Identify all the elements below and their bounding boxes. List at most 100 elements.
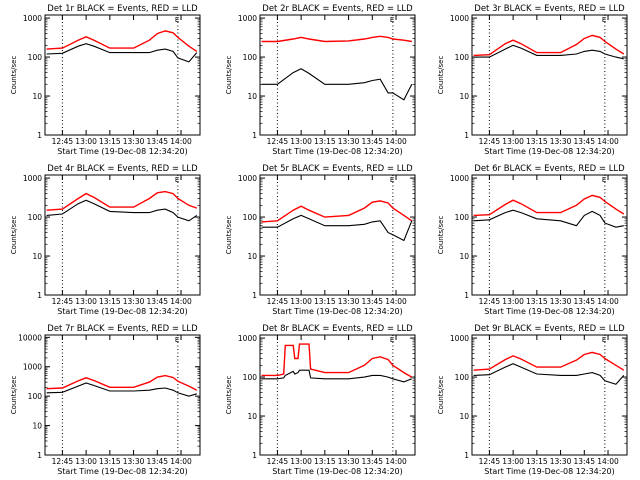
x-tick-label: 13:00 [502,457,524,466]
events-series-line [473,363,625,385]
y-tick-label: 1 [252,131,257,140]
y-tick-label: 10 [32,422,42,431]
events-series-line [46,382,197,397]
y-tick-label: 1000 [23,363,42,372]
x-tick-label: 13:30 [123,297,145,306]
lld-series-line [261,343,413,378]
events-series-line [46,199,198,222]
chart-title: Det 8r BLACK = Events, RED = LLD [262,324,413,334]
x-tick-label: 13:30 [550,137,572,146]
detector-panel: Det 1r BLACK = Events, RED = LLD 1 10 100 10… [10,4,201,156]
events-series-line [473,44,624,60]
y-tick-label: 100 [455,53,470,62]
x-tick-label: 12:45 [479,137,501,146]
events-series-line [46,43,198,63]
x-tick-label: 13:45 [573,297,595,306]
y-tick-label: 1 [37,131,42,140]
plot-frame [44,334,201,456]
x-tick-label: 13:00 [290,137,312,146]
lld-series-line [46,374,198,391]
x-tick-label: 13:30 [123,457,145,466]
x-tick-label: 13:00 [290,457,312,466]
events-series-line [473,209,624,228]
x-tick-label: 13:00 [290,297,312,306]
y-tick-label: 10 [459,92,469,101]
x-tick-label: 13:30 [123,137,145,146]
y-tick-label: 1000 [238,174,257,183]
x-axis-label: Start Time (19-Dec-08 12:34:20) [272,147,403,156]
marker-label: E [602,16,606,24]
x-axis-label: Start Time (19-Dec-08 12:34:20) [57,147,188,156]
x-tick-label: 13:45 [146,297,168,306]
x-tick-label: 13:45 [573,137,595,146]
chart-title: Det 1r BLACK = Events, RED = LLD [47,4,198,14]
y-tick-label: 100 [28,392,43,401]
x-axis-label: Start Time (19-Dec-08 12:34:20) [484,147,615,156]
x-tick-label: 14:00 [385,137,407,146]
lld-series-line [261,35,412,43]
x-tick-label: 13:15 [314,297,336,306]
x-tick-label: 13:15 [99,297,121,306]
events-series-line [261,214,413,242]
y-tick-label: 1 [252,291,257,300]
x-tick-label: 13:00 [75,457,97,466]
y-tick-label: 100 [243,373,258,382]
x-tick-label: 12:45 [267,297,289,306]
chart-title: Det 9r BLACK = Events, RED = LLD [474,324,625,334]
y-tick-label: 1000 [450,334,469,343]
detector-panel: Det 9r BLACK = Events, RED = LLD 1 10 100 10… [437,324,628,476]
chart-title: Det 4r BLACK = Events, RED = LLD [47,164,198,174]
y-tick-label: 1000 [23,14,42,23]
x-tick-label: 13:15 [99,137,121,146]
y-tick-label: 1000 [450,14,469,23]
y-tick-label: 1000 [238,334,257,343]
x-tick-label: 13:45 [361,297,383,306]
x-tick-label: 13:15 [314,457,336,466]
marker-label: E [602,336,606,344]
y-tick-label: 10 [247,252,257,261]
x-tick-label: 13:15 [526,457,548,466]
y-axis-label: Counts/sec [225,376,233,415]
x-tick-label: 13:30 [338,297,360,306]
x-axis-label: Start Time (19-Dec-08 12:34:20) [57,307,188,316]
y-tick-label: 10 [32,252,42,261]
detector-panel: Det 7r BLACK = Events, RED = LLD 1 10 100 10… [10,324,201,476]
y-tick-label: 100 [28,53,43,62]
marker-label: E [390,336,394,344]
x-tick-label: 13:30 [338,457,360,466]
y-tick-label: 100 [243,213,258,222]
lld-series-line [473,351,625,371]
y-tick-label: 100 [243,53,258,62]
x-tick-label: 12:45 [267,137,289,146]
x-tick-label: 14:00 [597,137,619,146]
y-axis-label: Counts/sec [437,216,445,255]
events-series-line [261,68,413,101]
x-axis-label: Start Time (19-Dec-08 12:34:20) [272,307,403,316]
y-tick-label: 100 [455,373,470,382]
detector-panel: Det 6r BLACK = Events, RED = LLD 1 10 100 10… [437,164,628,316]
x-tick-label: 13:30 [550,457,572,466]
detector-panel: Det 5r BLACK = Events, RED = LLD 1 10 100 10… [225,164,416,316]
y-axis-label: Counts/sec [225,56,233,95]
x-tick-label: 12:45 [52,137,74,146]
plot-frame [44,14,201,136]
marker-label: E [175,16,179,24]
x-tick-label: 12:45 [479,457,501,466]
x-tick-label: 13:15 [314,137,336,146]
x-axis-label: Start Time (19-Dec-08 12:34:20) [484,307,615,316]
x-tick-label: 14:00 [597,297,619,306]
x-tick-label: 14:00 [385,297,407,306]
x-tick-label: 12:45 [479,297,501,306]
y-tick-label: 1 [37,451,42,460]
y-tick-label: 100 [28,213,43,222]
x-tick-label: 12:45 [52,297,74,306]
x-tick-label: 13:45 [361,137,383,146]
marker-label: E [390,176,394,184]
y-tick-label: 1 [464,291,469,300]
x-axis-label: Start Time (19-Dec-08 12:34:20) [484,467,615,476]
x-tick-label: 13:15 [526,297,548,306]
plot-frame [471,174,628,296]
y-axis-label: Counts/sec [437,376,445,415]
y-axis-label: Counts/sec [10,376,18,415]
chart-title: Det 7r BLACK = Events, RED = LLD [47,324,198,334]
